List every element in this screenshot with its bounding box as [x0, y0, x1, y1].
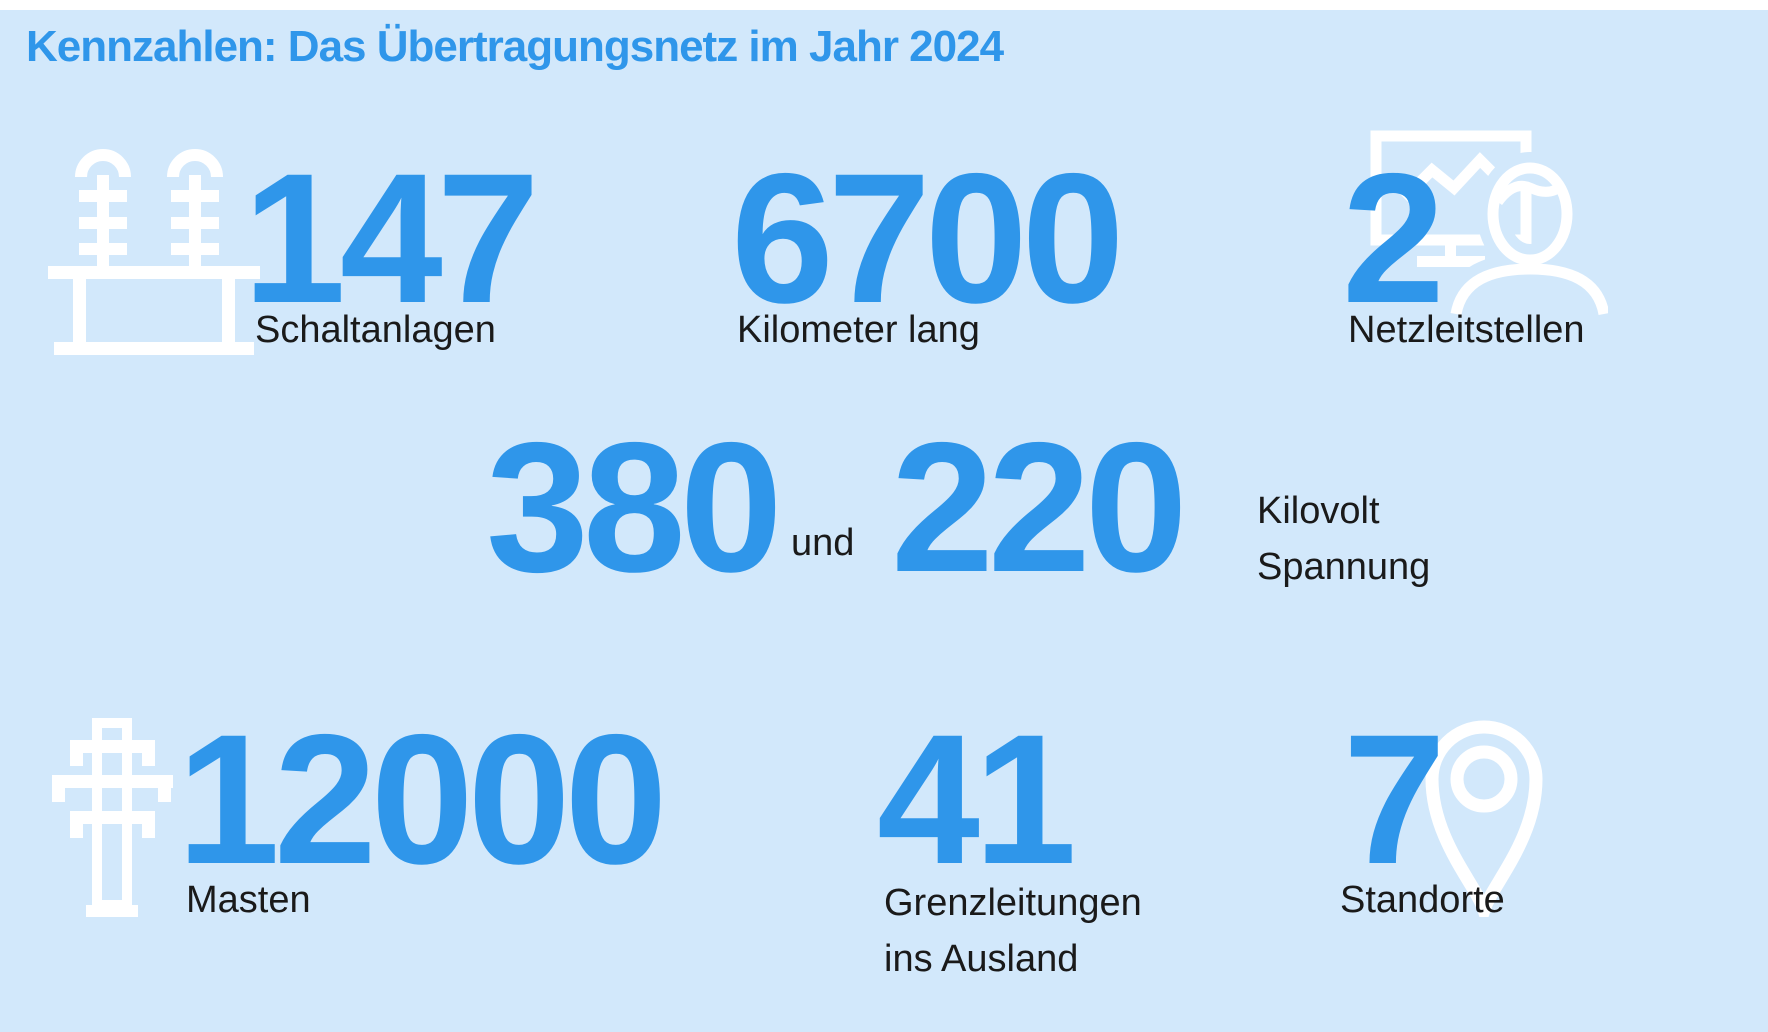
- stat-label-grenzleitungen-line2: ins Ausland: [884, 938, 1079, 980]
- stat-value-schaltanlagen: 147: [243, 136, 540, 342]
- stat-label-netzleitstellen: Netzleitstellen: [1348, 309, 1585, 351]
- stat-label-spannung-line2: Spannung: [1257, 546, 1431, 588]
- top-white-strip: [0, 0, 1768, 10]
- control-center-icon: [1368, 130, 1608, 315]
- stat-label-spannung-line1: Kilovolt: [1257, 490, 1380, 532]
- stat-label-spannung: Kilovolt Spannung: [1257, 483, 1430, 595]
- stat-value-kilometer: 6700: [731, 136, 1125, 342]
- page-title: Kennzahlen: Das Übertragungsnetz im Jahr…: [26, 22, 1004, 71]
- stat-value-grenzleitungen: 41: [877, 697, 1077, 903]
- conjunction-und: und: [791, 522, 855, 564]
- stat-label-masten: Masten: [186, 879, 311, 921]
- stat-value-netzleitstellen: 2: [1342, 136, 1445, 342]
- stat-label-kilometer: Kilometer lang: [737, 309, 980, 351]
- stat-value-masten: 12000: [177, 697, 667, 903]
- stat-value-spannung-380: 380: [486, 405, 783, 611]
- stat-label-grenzleitungen: Grenzleitungen ins Ausland: [884, 875, 1142, 987]
- stat-value-spannung-220: 220: [891, 405, 1188, 611]
- location-pin-icon: [1421, 717, 1547, 917]
- stat-label-schaltanlagen: Schaltanlagen: [255, 309, 496, 351]
- transmission-mast-icon: [50, 715, 175, 920]
- stat-label-standorte: Standorte: [1340, 879, 1505, 921]
- switchgear-icon: [48, 145, 260, 355]
- stat-label-grenzleitungen-line1: Grenzleitungen: [884, 882, 1142, 924]
- stat-value-standorte: 7: [1343, 697, 1446, 903]
